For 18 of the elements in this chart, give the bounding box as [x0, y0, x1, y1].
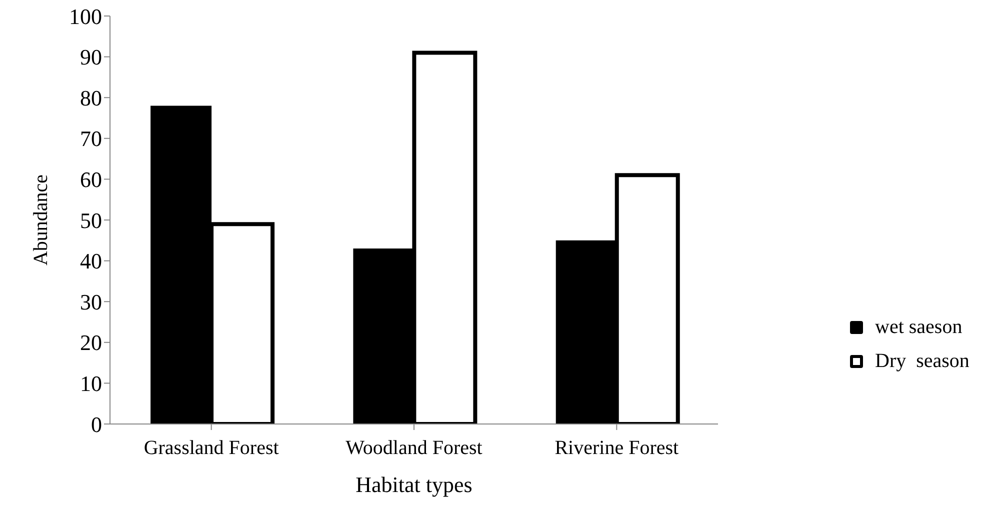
x-tick-label: Grassland Forest — [144, 437, 280, 460]
y-tick-label: 60 — [80, 167, 102, 192]
x-axis-title: Habitat types — [356, 472, 472, 497]
legend-label: Dry season — [875, 350, 970, 372]
y-tick-label: 10 — [80, 371, 102, 396]
y-tick-label: 40 — [80, 248, 102, 274]
y-axis-title: Abundance — [30, 174, 52, 266]
y-tick-label: 70 — [80, 126, 102, 152]
legend-label: wet saeson — [875, 316, 962, 338]
y-tick-label: 30 — [80, 289, 102, 314]
x-tick-label: Riverine Forest — [554, 437, 680, 460]
x-tick-label: Woodland Forest — [346, 437, 483, 460]
y-tick-label: 0 — [91, 412, 102, 437]
y-tick-label: 100 — [69, 4, 102, 29]
y-tick-label: 50 — [80, 208, 102, 233]
y-tick-label: 80 — [80, 85, 102, 110]
y-tick-label: 20 — [80, 330, 102, 356]
y-tick-label: 90 — [80, 44, 102, 70]
